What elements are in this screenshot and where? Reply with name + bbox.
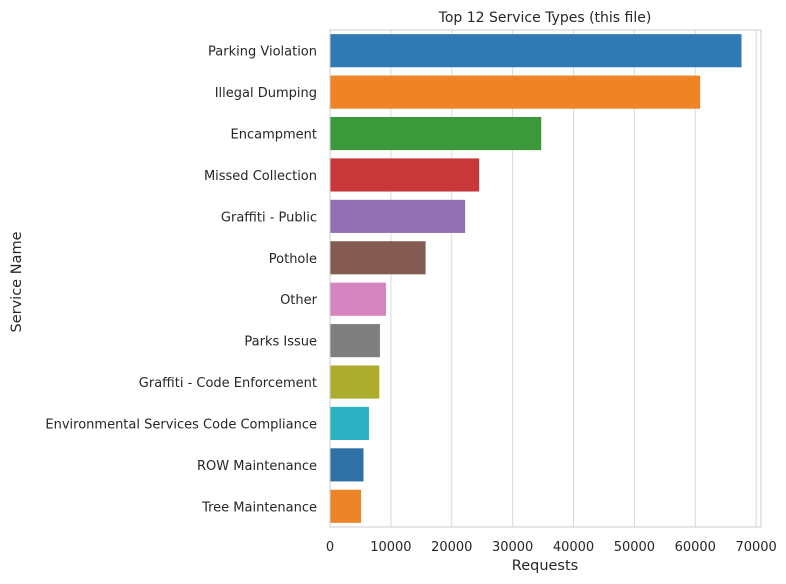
bar [330,75,701,109]
bars [330,34,742,523]
y-tick-label: Environmental Services Code Compliance [45,417,317,432]
y-tick-label: Illegal Dumping [215,86,317,101]
bar [330,199,466,233]
bar [330,116,542,151]
bar [330,241,426,275]
chart-title: Top 12 Service Types (this file) [438,10,652,26]
x-axis-label: Requests [512,558,578,574]
y-tick-label: Graffiti - Code Enforcement [139,376,317,391]
bar [330,34,742,68]
bar [330,406,369,441]
grid-lines [329,30,757,527]
y-tick-label: Encampment [231,128,317,143]
y-tick-label: Parks Issue [244,335,317,350]
plot-frame [329,29,762,528]
bar [330,448,364,482]
y-tick-label: Other [280,293,318,308]
x-tick-label: 60000 [675,540,716,555]
y-axis-label: Service Name [9,231,25,332]
bar [330,282,387,316]
x-tick-label: 70000 [735,540,776,555]
y-tick-label: Missed Collection [204,169,317,184]
x-tick-label: 10000 [370,540,411,555]
y-tick-label: Pothole [269,252,317,267]
y-tick-label: Tree Maintenance [201,500,317,515]
y-tick-labels: Parking Violation Illegal Dumping Encampme… [45,45,317,516]
bar [330,489,362,523]
y-tick-label: Parking Violation [208,45,317,60]
x-tick-label: 50000 [614,540,655,555]
y-tick-label: Graffiti - Public [221,210,317,225]
bar [330,365,380,399]
x-tick-label: 0 [326,540,334,555]
bar [330,324,380,358]
x-tick-label: 30000 [492,540,533,555]
bar [330,158,480,192]
x-tick-labels: 0 10000 20000 30000 40000 50000 60000 70000 [326,540,777,555]
x-tick-label: 20000 [431,540,472,555]
x-tick-label: 40000 [553,540,594,555]
y-tick-label: ROW Maintenance [197,459,317,474]
